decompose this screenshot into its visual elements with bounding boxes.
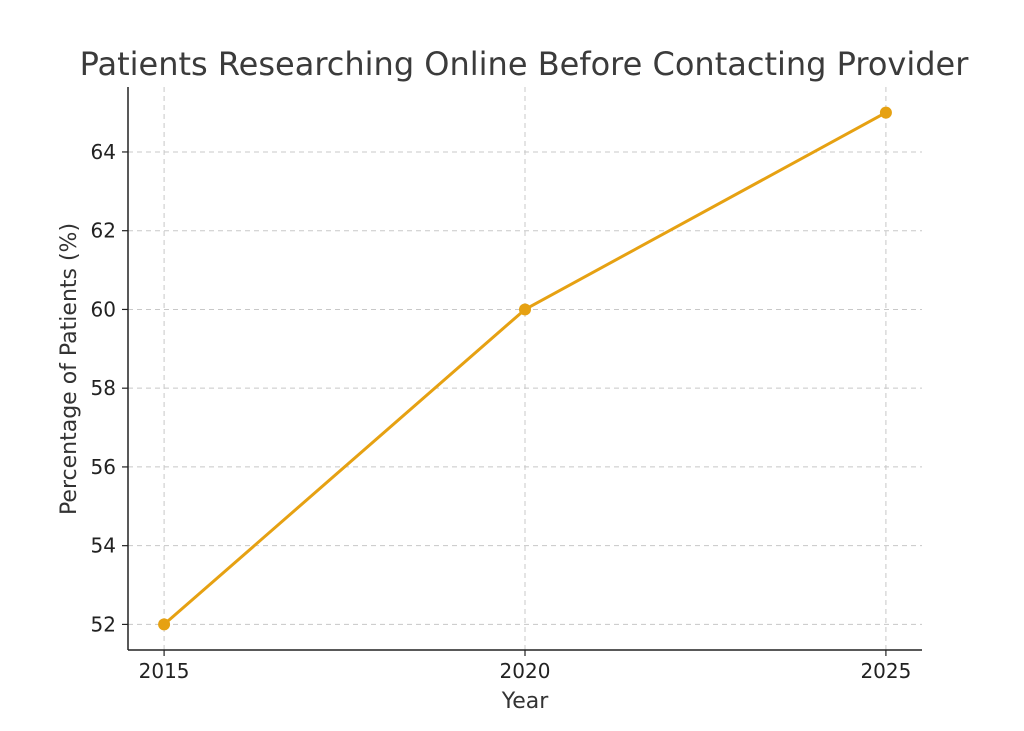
ticks: 52 54 56 58 60 62 64 2015 2020 2025 xyxy=(91,140,912,683)
data-point xyxy=(158,618,171,631)
data-point xyxy=(519,303,531,316)
grid xyxy=(128,87,922,650)
y-tick-label: 62 xyxy=(91,219,116,243)
x-tick-label: 2025 xyxy=(860,659,911,683)
y-tick-label: 60 xyxy=(91,297,116,321)
y-tick-label: 52 xyxy=(91,612,116,636)
x-axis-label: Year xyxy=(501,689,550,714)
x-tick-label: 2020 xyxy=(500,659,551,683)
series xyxy=(158,106,892,631)
y-tick-label: 64 xyxy=(91,140,116,164)
x-tick-label: 2015 xyxy=(139,659,190,683)
y-tick-label: 54 xyxy=(91,534,116,558)
y-tick-label: 58 xyxy=(91,376,116,400)
data-point xyxy=(879,106,892,119)
y-axis-label: Percentage of Patients (%) xyxy=(57,223,82,515)
y-tick-label: 56 xyxy=(91,455,116,479)
chart-title: Patients Researching Online Before Conta… xyxy=(80,45,970,83)
